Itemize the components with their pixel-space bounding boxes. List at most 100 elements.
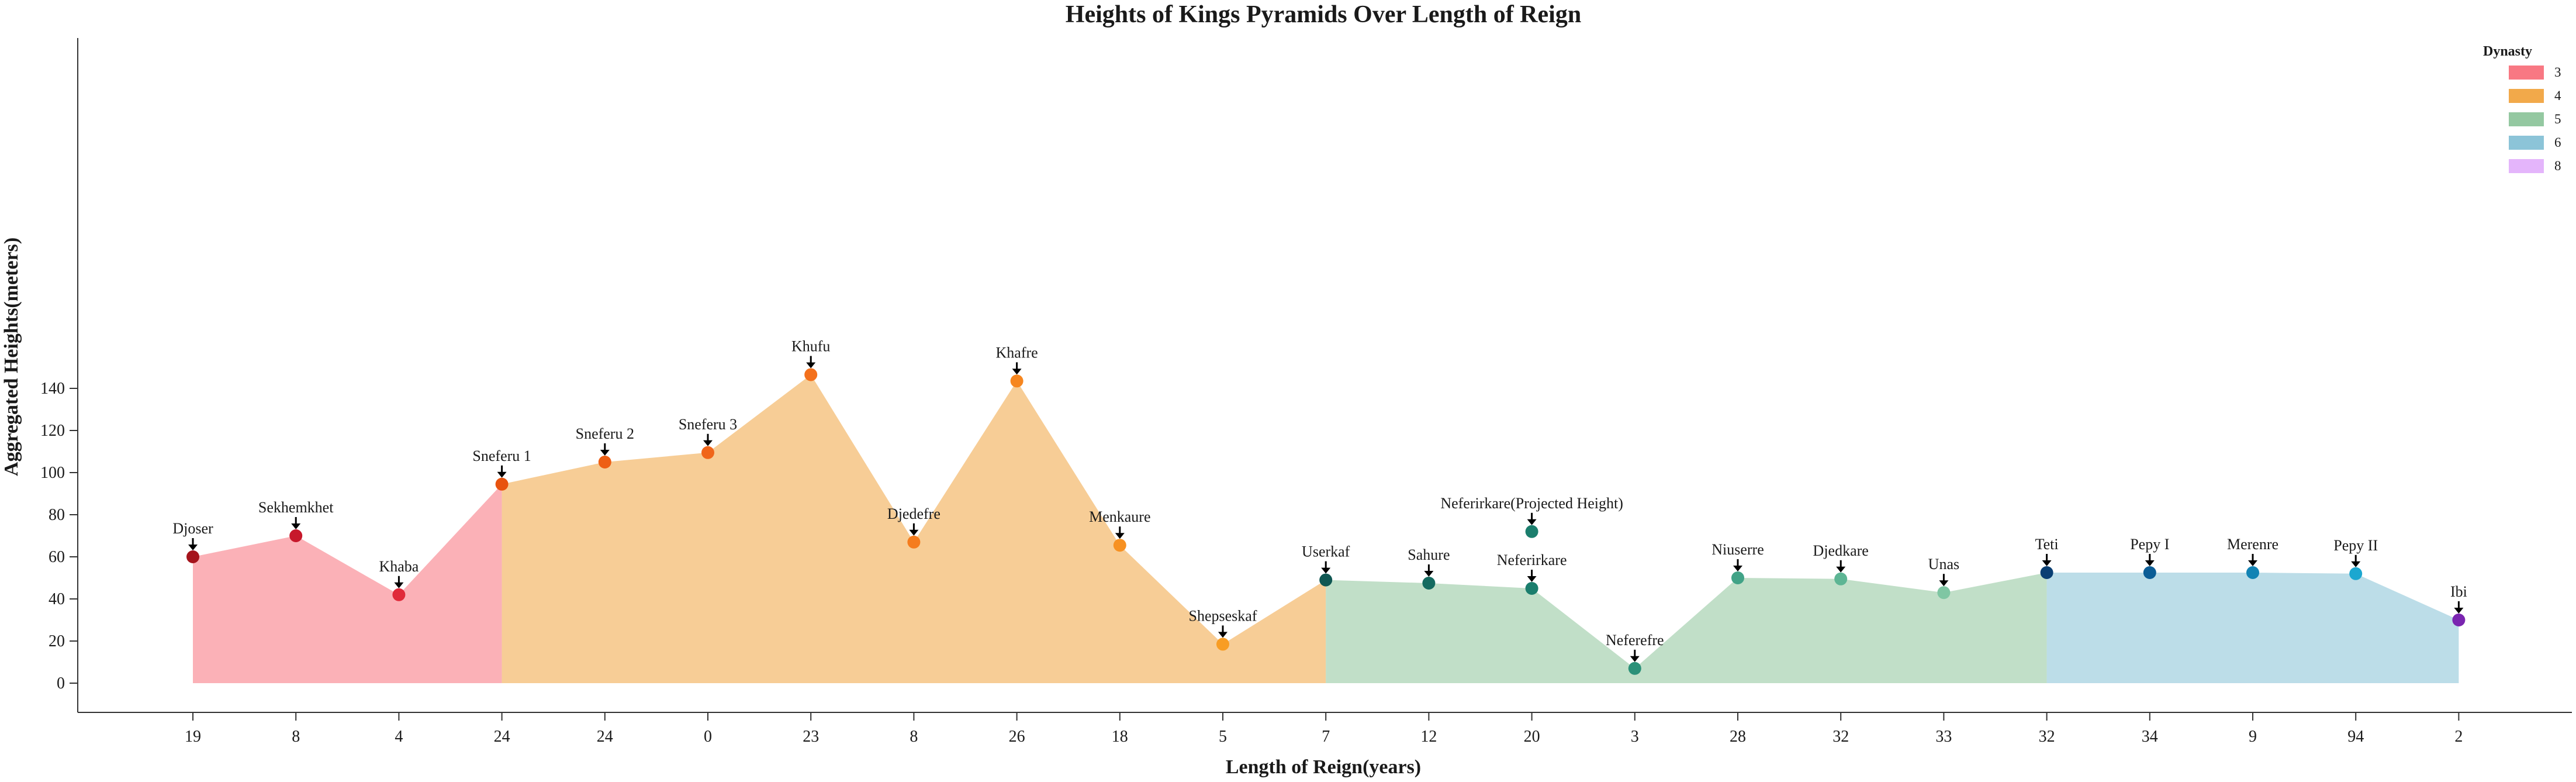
point-label: Menkaure bbox=[1089, 508, 1150, 525]
point-arrow-head bbox=[1424, 571, 1434, 577]
legend-label: 3 bbox=[2554, 65, 2561, 80]
point-arrow-head bbox=[1321, 567, 1331, 574]
point-arrow-head bbox=[1836, 566, 1846, 573]
point-arrow-head bbox=[188, 545, 198, 550]
point-group: Djoser bbox=[172, 520, 213, 563]
x-tick-label: 5 bbox=[1219, 728, 1227, 746]
legend-swatch bbox=[2509, 136, 2544, 150]
data-point bbox=[1216, 638, 1229, 651]
legend-swatch bbox=[2509, 112, 2544, 126]
data-point bbox=[1628, 662, 1641, 675]
legend-swatch bbox=[2509, 89, 2544, 103]
data-points: Djoser Sekhemkhet Khaba Sneferu 1 Sneferu 2 S… bbox=[172, 338, 2467, 675]
point-group: Teti bbox=[2035, 536, 2059, 579]
point-group: Niuserre bbox=[1711, 541, 1764, 584]
x-tick-label: 24 bbox=[597, 728, 613, 746]
point-arrow-head bbox=[2145, 560, 2155, 566]
x-tick-label: 8 bbox=[910, 728, 918, 746]
point-label: Pepy II bbox=[2333, 537, 2378, 554]
data-point bbox=[495, 477, 509, 491]
data-point bbox=[598, 456, 611, 468]
point-arrow-head bbox=[1630, 656, 1640, 662]
area-dynasty-6 bbox=[2046, 573, 2459, 683]
point-arrow-head bbox=[1527, 519, 1537, 525]
data-point bbox=[1113, 539, 1126, 552]
x-tick-label: 33 bbox=[1935, 728, 1952, 746]
legend-swatch bbox=[2509, 159, 2544, 173]
y-tick-label: 80 bbox=[49, 506, 65, 524]
x-tick-label: 32 bbox=[1832, 728, 1849, 746]
x-tick-label: 26 bbox=[1009, 728, 1025, 746]
point-label: Teti bbox=[2035, 536, 2059, 553]
data-point bbox=[289, 529, 303, 542]
point-arrow-head bbox=[806, 362, 816, 368]
point-group: Menkaure bbox=[1089, 508, 1151, 552]
point-arrow-head bbox=[2248, 560, 2257, 566]
point-arrow-head bbox=[1733, 566, 1742, 571]
point-group: Userkaf bbox=[1302, 543, 1350, 587]
point-group: Sneferu 2 bbox=[576, 425, 634, 468]
x-tick-label: 7 bbox=[1322, 728, 1330, 746]
legend-swatch bbox=[2509, 66, 2544, 80]
data-point bbox=[701, 446, 714, 459]
data-point bbox=[804, 368, 818, 381]
data-point bbox=[1525, 582, 1538, 595]
point-label: Unas bbox=[1928, 556, 1959, 573]
data-point bbox=[1525, 525, 1538, 538]
point-label: Sneferu 1 bbox=[472, 447, 531, 464]
point-arrow-head bbox=[1115, 533, 1125, 539]
x-tick-label: 20 bbox=[1524, 728, 1540, 746]
point-label: Neferirkare(Projected Height) bbox=[1440, 495, 1623, 512]
x-tick-label: 9 bbox=[2249, 728, 2257, 746]
point-group: Sneferu 3 bbox=[679, 416, 737, 459]
data-point bbox=[1834, 572, 1848, 585]
point-group: Neferirkare bbox=[1497, 552, 1567, 595]
x-tick-label: 24 bbox=[494, 728, 510, 746]
area-dynasty-3 bbox=[193, 484, 502, 683]
point-group: Khafre bbox=[996, 344, 1038, 388]
data-point bbox=[2452, 614, 2466, 626]
point-group: Pepy II bbox=[2333, 537, 2378, 580]
x-tick-label: 4 bbox=[395, 728, 403, 746]
y-tick-label: 40 bbox=[49, 590, 65, 608]
x-tick-label: 19 bbox=[185, 728, 201, 746]
point-arrow-head bbox=[291, 523, 301, 529]
point-group: Khufu bbox=[791, 338, 830, 381]
point-arrow-head bbox=[600, 450, 610, 456]
x-tick-label: 18 bbox=[1112, 728, 1128, 746]
point-label: Ibi bbox=[2450, 583, 2467, 600]
data-point bbox=[2246, 566, 2259, 579]
point-arrow-head bbox=[497, 471, 507, 478]
data-point bbox=[392, 588, 406, 601]
y-tick-label: 20 bbox=[49, 632, 65, 650]
area-dynasty-4 bbox=[502, 374, 1326, 683]
point-group: Ibi bbox=[2450, 583, 2467, 626]
point-arrow-head bbox=[1218, 632, 1228, 638]
data-point bbox=[1010, 374, 1024, 388]
y-tick-label: 100 bbox=[40, 464, 65, 482]
x-tick-label: 3 bbox=[1631, 728, 1639, 746]
point-label: Khaba bbox=[379, 558, 419, 575]
point-group: Sneferu 1 bbox=[472, 447, 531, 491]
point-label: Khafre bbox=[996, 344, 1038, 361]
data-point bbox=[1937, 586, 1951, 600]
point-label: Sekhemkhet bbox=[258, 499, 334, 516]
chart-title: Heights of Kings Pyramids Over Length of… bbox=[1066, 1, 1581, 28]
point-group: Djedefre bbox=[887, 505, 941, 549]
point-group: Shepseskaf bbox=[1189, 607, 1257, 651]
legend-label: 8 bbox=[2554, 159, 2561, 173]
point-label: Khufu bbox=[791, 338, 830, 355]
x-tick-label: 34 bbox=[2142, 728, 2158, 746]
data-point bbox=[1731, 571, 1744, 584]
y-tick-label: 140 bbox=[40, 380, 65, 398]
point-label: Sahure bbox=[1408, 546, 1450, 563]
point-arrow-head bbox=[909, 529, 919, 536]
point-arrow-head bbox=[2042, 560, 2052, 566]
point-group: Sahure bbox=[1408, 546, 1450, 590]
point-label: Niuserre bbox=[1711, 541, 1764, 558]
point-label: Sneferu 3 bbox=[679, 416, 737, 433]
point-label: Djedefre bbox=[887, 505, 941, 522]
point-group: Djedkare bbox=[1813, 542, 1869, 585]
point-label: Userkaf bbox=[1302, 543, 1350, 560]
